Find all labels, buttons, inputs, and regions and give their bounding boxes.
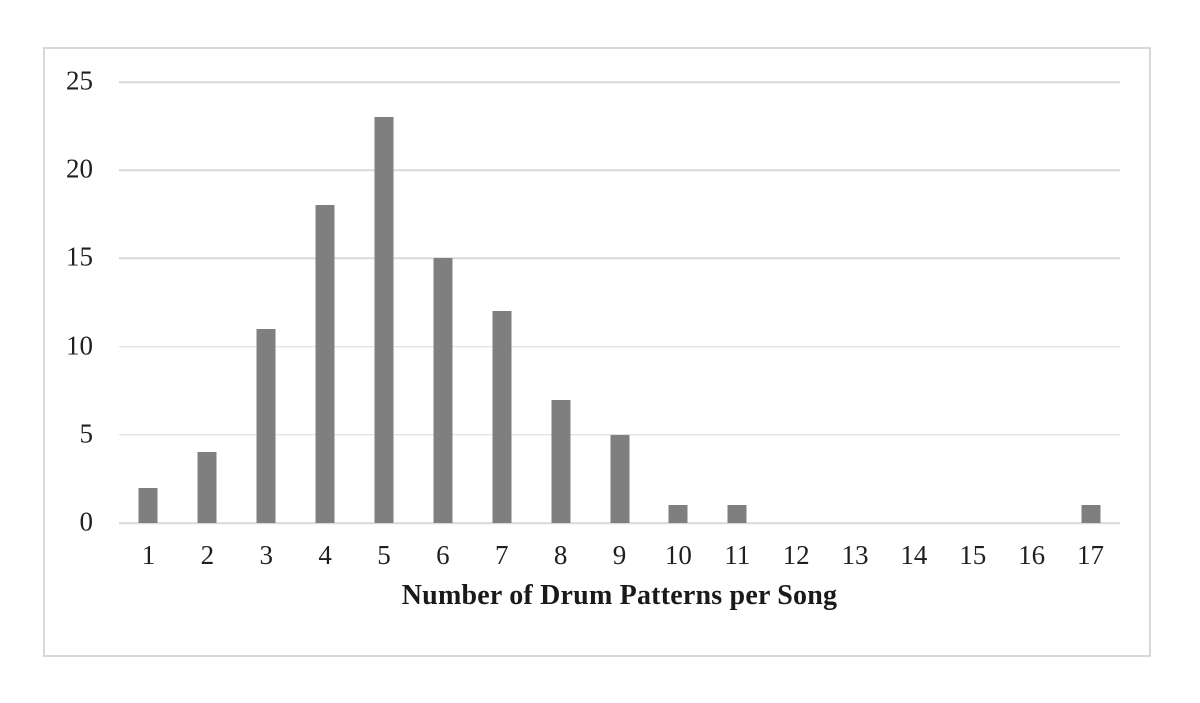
bar-5 xyxy=(374,117,394,523)
gridline xyxy=(119,434,1120,436)
bar-1 xyxy=(138,487,158,523)
x-tick-label: 10 xyxy=(664,540,692,570)
x-tick-label: 11 xyxy=(724,540,751,570)
bar-6 xyxy=(433,258,453,523)
bar-3 xyxy=(256,328,276,523)
x-tick-label: 2 xyxy=(200,540,215,570)
x-tick-label: 16 xyxy=(1018,540,1046,570)
y-tick-label: 25 xyxy=(66,65,93,96)
x-tick-label: 5 xyxy=(377,540,391,570)
x-axis-labels: 1 2 3 4 5 6 7 8 9 10 11 12 13 14 15 16 17 xyxy=(119,538,1120,572)
x-tick-label: 6 xyxy=(436,540,450,570)
x-tick-label: 3 xyxy=(259,540,273,570)
y-tick-label: 20 xyxy=(66,153,93,184)
x-tick-label: 7 xyxy=(494,540,509,570)
x-tick-label: 12 xyxy=(782,540,810,570)
x-tick-label: 13 xyxy=(841,540,869,570)
x-axis-title: Number of Drum Patterns per Song xyxy=(401,580,838,611)
bar-17 xyxy=(1081,505,1101,523)
bar-10 xyxy=(668,505,688,523)
x-tick-label: 17 xyxy=(1077,540,1105,570)
chart-frame: 0 5 10 15 20 25 1 2 3 4 5 6 7 8 9 10 11 12 13 14 15 16 17 Num… xyxy=(43,47,1151,657)
gridline xyxy=(119,257,1120,260)
bar-9 xyxy=(610,434,629,523)
gridline xyxy=(119,345,1120,348)
y-tick-label: 0 xyxy=(79,506,94,537)
x-tick-label: 1 xyxy=(141,540,156,570)
bar-11 xyxy=(727,505,747,523)
x-tick-label: 15 xyxy=(959,540,987,570)
gridline xyxy=(119,522,1120,524)
y-tick-label: 5 xyxy=(79,418,94,449)
y-tick-label: 15 xyxy=(66,241,93,272)
y-tick-label: 10 xyxy=(66,330,93,361)
plot-area xyxy=(119,81,1120,524)
bar-8 xyxy=(551,399,571,523)
bar-4 xyxy=(315,205,335,523)
x-tick-label: 9 xyxy=(612,540,627,570)
x-tick-label: 14 xyxy=(900,540,928,570)
y-axis-labels: 0 5 10 15 20 25 xyxy=(45,67,94,535)
x-tick-label: 8 xyxy=(553,540,568,570)
bar-2 xyxy=(197,452,217,523)
x-tick-label: 4 xyxy=(318,540,332,570)
bar-7 xyxy=(492,311,512,523)
gridline xyxy=(119,169,1120,171)
gridline xyxy=(119,81,1120,83)
